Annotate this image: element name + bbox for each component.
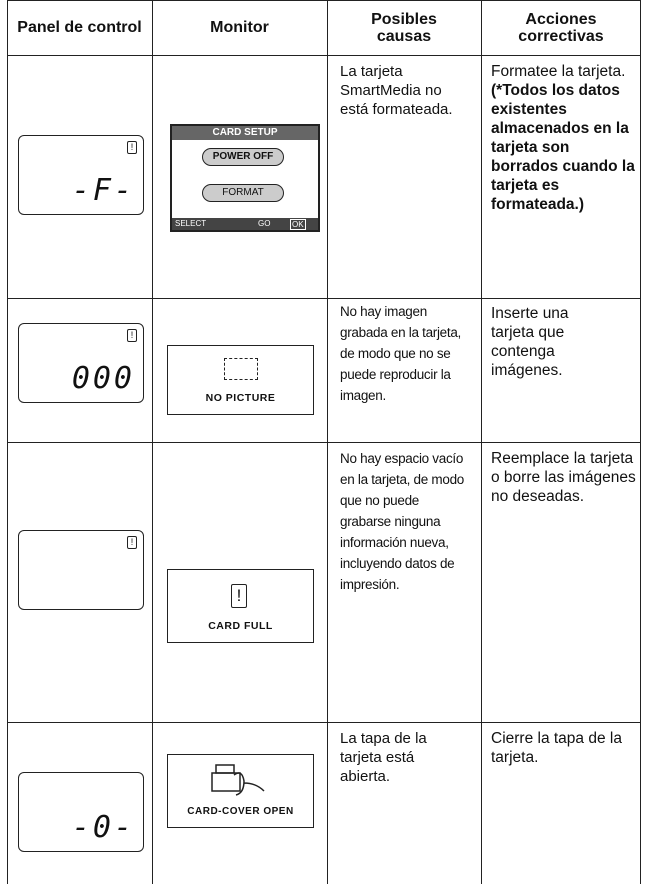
rule — [7, 55, 640, 56]
header: Monitor — [210, 19, 269, 36]
action: Cierre la tapa de la tarjeta. — [491, 730, 622, 766]
screen-label: NO PICTURE — [205, 392, 276, 404]
cause: No hay espacio vacío en la tarjeta, de m… — [340, 451, 464, 592]
rule — [7, 0, 640, 1]
menu-item: POWER OFF — [202, 148, 284, 166]
footer-text: OK — [290, 219, 306, 230]
rule — [7, 442, 640, 443]
screen-title: CARD SETUP — [172, 126, 318, 140]
footer-text: SELECT — [175, 219, 207, 228]
footer-text: GO — [258, 219, 271, 228]
action-note: (*Todos los datos existentes almacenados… — [491, 82, 635, 213]
screen-footer: SELECT GO OK — [172, 218, 318, 230]
header: Posibles causas — [371, 10, 437, 45]
control-panel: ! -F- — [18, 135, 144, 215]
panel-display: -F- — [71, 173, 135, 208]
monitor-screen: NO PICTURE — [167, 345, 314, 415]
menu-item: FORMAT — [202, 184, 284, 202]
action-text: Formatee la tarjeta. — [491, 63, 626, 80]
rule — [7, 722, 640, 723]
icon: ! — [231, 584, 247, 608]
cause: No hay imagen grabada en la tarjeta, de … — [340, 304, 461, 403]
cause: La tapa de la tarjeta está abierta. — [340, 730, 427, 785]
action: Inserte una tarjeta que contenga imágene… — [491, 305, 569, 379]
screen-label: CARD FULL — [208, 620, 273, 632]
monitor-screen: CARD SETUP POWER OFF FORMAT SELECT GO OK — [170, 124, 320, 232]
control-panel: ! 000 — [18, 323, 144, 403]
control-panel: -0- — [18, 772, 144, 852]
cause: La tarjeta SmartMedia no está formateada… — [340, 63, 453, 118]
icon — [224, 358, 258, 380]
icon — [211, 764, 265, 796]
header: Panel de control — [17, 19, 142, 36]
rule — [640, 0, 641, 884]
panel-display: -0- — [71, 810, 135, 845]
action: Formatee la tarjeta. (*Todos los datos e… — [491, 62, 637, 214]
control-panel: ! — [18, 530, 144, 610]
rule — [7, 298, 640, 299]
monitor-screen: CARD-COVER OPEN — [167, 754, 314, 828]
screen-label: CARD-COVER OPEN — [187, 806, 294, 817]
monitor-screen: ! CARD FULL — [167, 569, 314, 643]
panel-display: 000 — [71, 361, 135, 396]
action: Reemplace la tarjeta o borre las imágene… — [491, 450, 636, 505]
header: Acciones correctivas — [518, 10, 604, 45]
